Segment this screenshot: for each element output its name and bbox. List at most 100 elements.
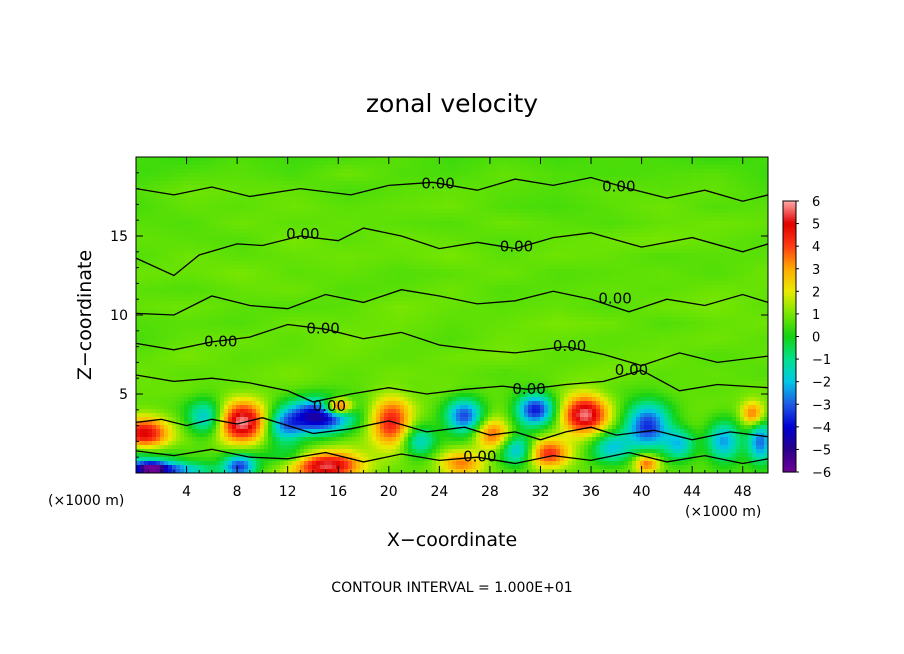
heatmap-cell [576, 181, 581, 186]
heatmap-cell [612, 277, 617, 282]
heatmap-cell [532, 217, 537, 222]
heatmap-cell [212, 189, 217, 194]
heatmap-cell [636, 161, 641, 166]
heatmap-cell [688, 157, 693, 162]
heatmap-cell [188, 281, 193, 286]
heatmap-cell [744, 217, 749, 222]
heatmap-cell [612, 249, 617, 254]
heatmap-cell [724, 193, 729, 198]
heatmap-cell [588, 253, 593, 258]
heatmap-cell [164, 209, 169, 214]
heatmap-cell [304, 273, 309, 278]
heatmap-cell [256, 237, 261, 242]
heatmap-cell [644, 237, 649, 242]
heatmap-cell [248, 165, 253, 170]
heatmap-cell [240, 177, 245, 182]
heatmap-cell [300, 197, 305, 202]
heatmap-cell [460, 221, 465, 226]
heatmap-cell [760, 193, 765, 198]
heatmap-cell [492, 185, 497, 190]
heatmap-cell [372, 185, 377, 190]
heatmap-cell [644, 233, 649, 238]
heatmap-cell [428, 253, 433, 258]
heatmap-cell [192, 193, 197, 198]
heatmap-cell [704, 221, 709, 226]
heatmap-cell [316, 217, 321, 222]
heatmap-cell [752, 205, 757, 210]
heatmap-cell [168, 181, 173, 186]
heatmap-cell [156, 193, 161, 198]
heatmap-cell [284, 181, 289, 186]
heatmap-cell [204, 213, 209, 218]
heatmap-cell [376, 221, 381, 226]
heatmap-cell [152, 197, 157, 202]
heatmap-cell [272, 181, 277, 186]
heatmap-cell [744, 225, 749, 230]
heatmap-cell [368, 201, 373, 206]
heatmap-cell [412, 173, 417, 178]
heatmap-cell [448, 177, 453, 182]
heatmap-cell [668, 157, 673, 162]
heatmap-cell [572, 217, 577, 222]
heatmap-cell [160, 209, 165, 214]
heatmap-cell [264, 229, 269, 234]
heatmap-cell [472, 265, 477, 270]
heatmap-cell [392, 185, 397, 190]
heatmap-cell [168, 157, 173, 162]
heatmap-cell [272, 165, 277, 170]
heatmap-cell [228, 265, 233, 270]
heatmap-cell [736, 177, 741, 182]
heatmap-cell [200, 165, 205, 170]
heatmap-cell [276, 277, 281, 282]
heatmap-cell [432, 209, 437, 214]
heatmap-cell [452, 165, 457, 170]
heatmap-cell [180, 237, 185, 242]
heatmap-cell [668, 221, 673, 226]
heatmap-cell [296, 209, 301, 214]
heatmap-cell [356, 269, 361, 274]
heatmap-cell [276, 165, 281, 170]
heatmap-cell [252, 245, 257, 250]
heatmap-cell [648, 185, 653, 190]
heatmap-cell [472, 245, 477, 250]
heatmap-cell [164, 257, 169, 262]
heatmap-cell [368, 233, 373, 238]
heatmap-cell [460, 213, 465, 218]
heatmap-cell [404, 181, 409, 186]
heatmap-cell [472, 217, 477, 222]
heatmap-cell [708, 165, 713, 170]
heatmap-cell [472, 193, 477, 198]
heatmap-cell [220, 225, 225, 230]
heatmap-cell [424, 189, 429, 194]
heatmap-cell [532, 265, 537, 270]
heatmap-cell [408, 205, 413, 210]
heatmap-cell [468, 161, 473, 166]
heatmap-cell [500, 245, 505, 250]
heatmap-cell [544, 249, 549, 254]
heatmap-cell [764, 221, 768, 226]
heatmap-cell [436, 269, 441, 274]
heatmap-cell [260, 197, 265, 202]
heatmap-cell [356, 253, 361, 258]
heatmap-cell [648, 261, 653, 266]
heatmap-cell [752, 265, 757, 270]
heatmap-cell [592, 213, 597, 218]
heatmap-cell [464, 209, 469, 214]
heatmap-cell [764, 185, 768, 190]
heatmap-cell [472, 225, 477, 230]
heatmap-cell [680, 173, 685, 178]
heatmap-cell [556, 277, 561, 282]
heatmap-cell [348, 281, 353, 286]
heatmap-cell [636, 241, 641, 246]
heatmap-cell [612, 225, 617, 230]
heatmap-cell [476, 165, 481, 170]
heatmap-cell [668, 161, 673, 166]
heatmap-cell [240, 181, 245, 186]
heatmap-cell [424, 281, 429, 286]
heatmap-cell [292, 157, 297, 162]
heatmap-cell [648, 217, 653, 222]
heatmap-cell [204, 277, 209, 282]
heatmap-cell [756, 269, 761, 274]
heatmap-cell [400, 253, 405, 258]
heatmap-cell [524, 273, 529, 278]
